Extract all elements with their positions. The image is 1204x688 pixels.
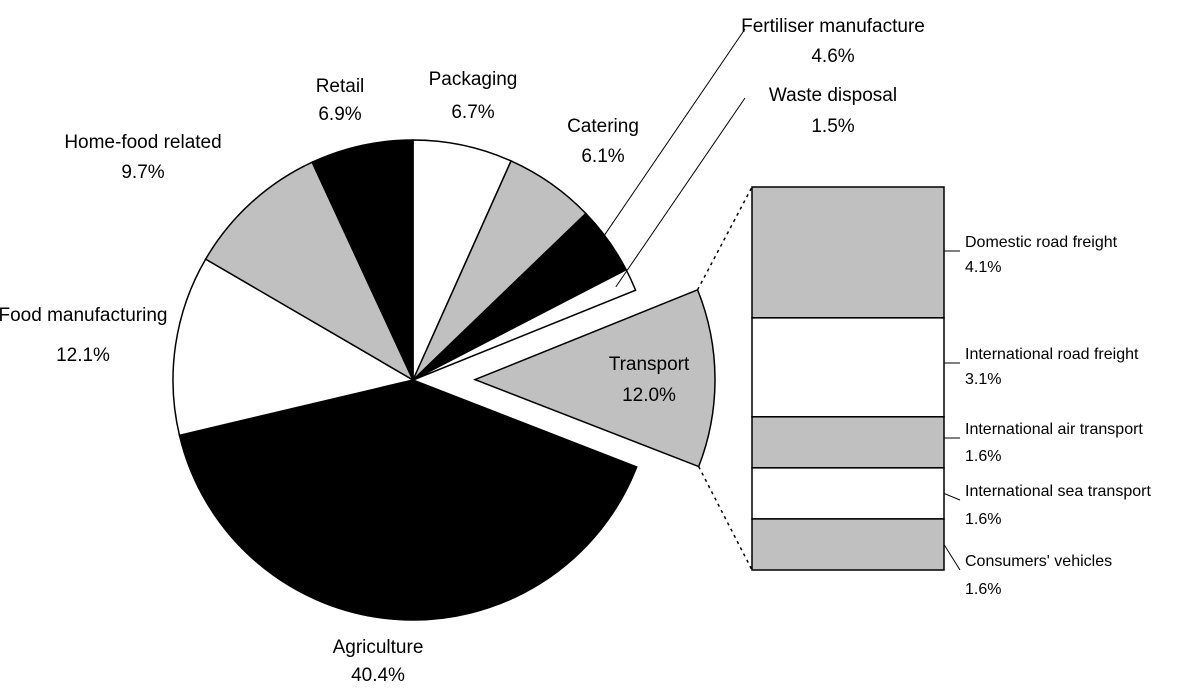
slice-value-label: 9.7% — [121, 162, 164, 183]
pie-slice — [311, 139, 414, 381]
slice-label: Transport — [609, 354, 690, 375]
bar-segment — [751, 416, 945, 469]
slice-label: Catering — [567, 116, 639, 137]
bar-segment — [751, 317, 945, 418]
bar-label: International air transport — [965, 421, 1143, 438]
pie-slice — [412, 268, 637, 381]
pie-slice — [178, 379, 638, 621]
slice-label: Agriculture — [333, 637, 424, 658]
bar-label: Domestic road freight — [965, 234, 1118, 251]
connector — [698, 466, 753, 571]
pie-slice — [472, 288, 716, 468]
slice-label: Packaging — [429, 69, 518, 90]
bar-label: International road freight — [965, 346, 1139, 363]
leader-line — [593, 28, 746, 251]
pie-slice — [204, 161, 415, 382]
bar-value-label: 1.6% — [965, 511, 1001, 528]
slice-value-label: 6.1% — [581, 146, 624, 167]
bar-segment — [751, 186, 945, 319]
slice-value-label: 6.9% — [318, 104, 361, 125]
slice-label: Waste disposal — [769, 85, 897, 106]
slice-value-label: 40.4% — [351, 665, 405, 686]
bar-value-label: 3.1% — [965, 371, 1001, 388]
slice-value-label: 12.1% — [56, 345, 110, 366]
leader-line — [943, 492, 961, 501]
bar-value-label: 1.6% — [965, 448, 1001, 465]
slice-value-label: 6.7% — [451, 102, 494, 123]
slice-value-label: 4.6% — [811, 46, 854, 67]
bar-label: International sea transport — [965, 483, 1151, 500]
bar-segment — [751, 518, 945, 571]
slice-value-label: 1.5% — [811, 116, 854, 137]
slice-label: Home-food related — [64, 132, 221, 153]
leader-line — [615, 97, 746, 288]
slice-label: Retail — [316, 76, 365, 97]
bar-value-label: 1.6% — [965, 581, 1001, 598]
leader-line — [943, 544, 961, 571]
connector — [696, 186, 753, 291]
bar-value-label: 4.1% — [965, 259, 1001, 276]
slice-label: Fertiliser manufacture — [741, 16, 925, 37]
slice-value-label: 12.0% — [622, 385, 676, 406]
bar-label: Consumers' vehicles — [965, 553, 1112, 570]
pie-slice — [172, 258, 415, 437]
bar-segment — [751, 467, 945, 520]
slice-label: Food manufacturing — [0, 305, 168, 326]
